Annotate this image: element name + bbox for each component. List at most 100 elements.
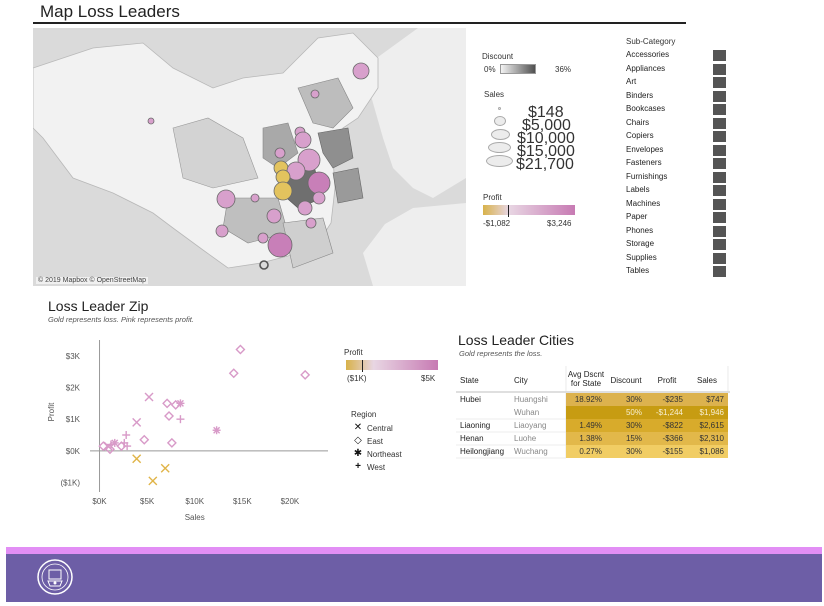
data-point-east[interactable] bbox=[228, 368, 239, 379]
table-cell-avg: 1.49% bbox=[566, 419, 606, 432]
subcategory-item-labels[interactable]: Labels bbox=[626, 184, 736, 197]
data-point-west[interactable] bbox=[106, 440, 115, 449]
subcategory-bar[interactable] bbox=[713, 158, 726, 169]
subcategory-bar[interactable] bbox=[713, 117, 726, 129]
data-point-northeast[interactable] bbox=[212, 426, 221, 435]
data-point-west[interactable] bbox=[176, 415, 185, 424]
header-profit[interactable]: Profit bbox=[657, 376, 677, 385]
china-map[interactable]: © 2019 Mapbox © OpenStreetMap bbox=[33, 28, 466, 286]
subcategory-item-machines[interactable]: Machines bbox=[626, 198, 736, 211]
subcategory-item-copiers[interactable]: Copiers bbox=[626, 130, 736, 143]
sales-legend-value: $148 bbox=[528, 104, 564, 121]
province-jilin[interactable] bbox=[297, 77, 354, 129]
header-sales[interactable]: Sales bbox=[696, 376, 717, 385]
data-point-central[interactable] bbox=[144, 392, 154, 402]
city-marker[interactable] bbox=[312, 191, 326, 205]
size-circle-icon bbox=[488, 142, 511, 153]
subcategory-item-envelopes[interactable]: Envelopes bbox=[626, 144, 736, 157]
subcategory-bar[interactable] bbox=[713, 50, 726, 61]
map-canvas[interactable] bbox=[33, 28, 466, 286]
subcategory-item-phones[interactable]: Phones bbox=[626, 225, 736, 238]
subcategory-item-art[interactable]: Art bbox=[626, 76, 736, 89]
data-point-west[interactable] bbox=[122, 431, 131, 439]
city-marker[interactable] bbox=[307, 171, 331, 195]
subcategory-bar[interactable] bbox=[713, 90, 726, 102]
subcategory-bar[interactable] bbox=[713, 185, 726, 196]
data-point-northeast[interactable] bbox=[176, 399, 185, 408]
region-legend-item[interactable]: ✕ Central bbox=[353, 422, 433, 435]
subcategory-item-accessories[interactable]: Accessories bbox=[626, 49, 736, 62]
subcategory-bar[interactable] bbox=[713, 63, 726, 75]
subcategory-item-appliances[interactable]: Appliances bbox=[626, 63, 736, 76]
subcategory-item-bookcases[interactable]: Bookcases bbox=[626, 103, 736, 116]
city-marker[interactable] bbox=[216, 189, 236, 209]
data-point-central[interactable] bbox=[148, 476, 158, 486]
header-discount[interactable]: Discount bbox=[610, 376, 642, 385]
city-marker[interactable] bbox=[310, 89, 320, 99]
subcategory-bar[interactable] bbox=[713, 144, 726, 156]
province-jiangsu[interactable] bbox=[332, 167, 364, 204]
data-point-east[interactable] bbox=[162, 398, 173, 409]
data-point-east[interactable] bbox=[235, 344, 246, 355]
subcategory-item-fasteners[interactable]: Fasteners bbox=[626, 157, 736, 170]
subcategory-item-binders[interactable]: Binders bbox=[626, 90, 736, 103]
city-marker[interactable] bbox=[257, 232, 269, 244]
city-marker[interactable] bbox=[266, 208, 282, 224]
table-cell-city: Liaoyang bbox=[514, 421, 547, 430]
header-city[interactable]: City bbox=[514, 376, 528, 385]
subcategory-bar[interactable] bbox=[713, 239, 726, 250]
data-point-central[interactable] bbox=[160, 463, 170, 473]
region-legend-item[interactable]: + West bbox=[353, 461, 433, 474]
data-point-west[interactable] bbox=[123, 442, 132, 451]
subcategory-bar[interactable] bbox=[713, 225, 726, 237]
subcategory-item-furnishings[interactable]: Furnishings bbox=[626, 171, 736, 184]
subcategory-bar[interactable] bbox=[713, 266, 726, 277]
subcategory-label: Appliances bbox=[626, 63, 666, 73]
city-marker[interactable] bbox=[294, 131, 312, 149]
city-marker[interactable] bbox=[297, 200, 313, 216]
subcategory-item-chairs[interactable]: Chairs bbox=[626, 117, 736, 130]
data-point-east[interactable] bbox=[300, 369, 311, 380]
subcategory-bar[interactable] bbox=[713, 171, 726, 183]
province-hebei[interactable] bbox=[262, 122, 299, 169]
city-marker[interactable] bbox=[305, 217, 317, 229]
subcategory-item-paper[interactable]: Paper bbox=[626, 211, 736, 224]
province-liaoning[interactable] bbox=[317, 127, 354, 169]
zip-scatter-chart[interactable]: ($1K) $0K $1K $2K $3K $0K $5K $10K $15K $20K Sales… bbox=[40, 330, 340, 526]
data-point-east[interactable] bbox=[139, 434, 150, 445]
data-point-east[interactable] bbox=[166, 437, 177, 448]
sales-legend-row: $21,700 bbox=[484, 154, 574, 173]
subcategory-bar[interactable] bbox=[713, 131, 726, 142]
region-legend-item[interactable]: ✱ Northeast bbox=[353, 448, 433, 461]
subcategory-item-tables[interactable]: Tables bbox=[626, 265, 736, 278]
province-gansu[interactable] bbox=[172, 117, 259, 189]
city-marker[interactable] bbox=[147, 117, 155, 125]
subcategory-bar[interactable] bbox=[713, 212, 726, 223]
subcategory-bar[interactable] bbox=[713, 104, 726, 115]
data-point-east[interactable] bbox=[105, 444, 115, 455]
region-legend-item[interactable]: ◇ East bbox=[353, 435, 433, 448]
subcategory-bar[interactable] bbox=[713, 77, 726, 88]
data-point-central[interactable] bbox=[132, 417, 142, 427]
profit-max-label: $3,246 bbox=[547, 219, 572, 228]
zip-chart-title: Loss Leader Zip bbox=[48, 298, 149, 314]
sales-legend-title: Sales bbox=[484, 90, 505, 99]
header-state[interactable]: State bbox=[460, 376, 479, 385]
subcategory-bar[interactable] bbox=[713, 252, 726, 264]
city-marker[interactable] bbox=[274, 147, 286, 159]
city-marker[interactable] bbox=[250, 193, 260, 203]
subcategory-item-storage[interactable]: Storage bbox=[626, 238, 736, 251]
city-marker-heilongjiang[interactable] bbox=[352, 62, 370, 80]
data-point-east[interactable] bbox=[164, 411, 175, 421]
subcategory-item-supplies[interactable]: Supplies bbox=[626, 252, 736, 265]
city-marker-hubei[interactable] bbox=[273, 181, 293, 201]
x-tick-label: $5K bbox=[140, 497, 155, 506]
data-point-northeast[interactable] bbox=[110, 438, 119, 447]
header-avg-discount[interactable]: Avg Dscnt for State bbox=[567, 370, 605, 388]
city-marker-guangdong[interactable] bbox=[267, 232, 293, 258]
subcategory-bar[interactable] bbox=[713, 198, 726, 210]
city-marker[interactable] bbox=[259, 260, 269, 270]
data-point-central[interactable] bbox=[132, 454, 142, 464]
city-marker[interactable] bbox=[215, 224, 229, 238]
data-point-east[interactable] bbox=[98, 441, 109, 452]
